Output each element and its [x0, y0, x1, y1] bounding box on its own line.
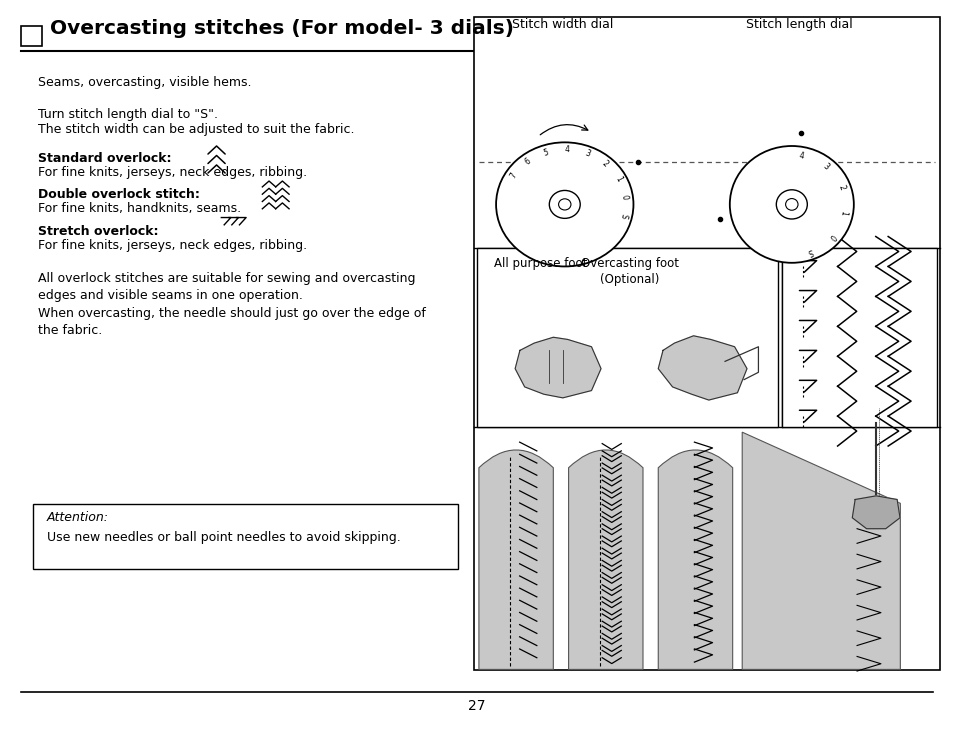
Ellipse shape	[496, 142, 633, 266]
Text: All purpose foot: All purpose foot	[494, 257, 587, 270]
Polygon shape	[741, 432, 900, 669]
Text: 3: 3	[821, 161, 830, 172]
Text: 5: 5	[542, 147, 549, 158]
Text: 6: 6	[522, 156, 532, 166]
Text: Standard overlock:: Standard overlock:	[38, 152, 176, 165]
Text: 0: 0	[826, 231, 837, 241]
Text: Stitch length dial: Stitch length dial	[745, 18, 852, 31]
PathPatch shape	[478, 450, 553, 669]
Bar	[21, 26, 42, 46]
Text: S: S	[618, 212, 628, 219]
Polygon shape	[851, 496, 899, 529]
Bar	[476, 248, 777, 427]
Text: 7: 7	[508, 171, 518, 180]
Text: Stretch overlock:: Stretch overlock:	[38, 225, 163, 238]
Ellipse shape	[729, 146, 853, 263]
Text: Overcasting foot
(Optional): Overcasting foot (Optional)	[580, 257, 678, 286]
Text: Stitch width dial: Stitch width dial	[512, 18, 613, 31]
Ellipse shape	[776, 190, 806, 219]
Text: 27: 27	[468, 699, 485, 712]
Text: Use new needles or ball point needles to avoid skipping.: Use new needles or ball point needles to…	[47, 531, 400, 545]
Text: Attention:: Attention:	[47, 511, 109, 524]
Text: 3: 3	[583, 149, 591, 159]
Text: Turn stitch length dial to "S".: Turn stitch length dial to "S".	[38, 108, 218, 121]
Text: The stitch width can be adjusted to suit the fabric.: The stitch width can be adjusted to suit…	[38, 123, 355, 136]
Text: Overcasting stitches (For model- 3 dials): Overcasting stitches (For model- 3 dials…	[50, 19, 513, 38]
Text: Double overlock stitch:: Double overlock stitch:	[38, 188, 204, 201]
Text: S: S	[805, 246, 813, 256]
Text: For fine knits, jerseys, neck edges, ribbing.: For fine knits, jerseys, neck edges, rib…	[38, 239, 307, 252]
PathPatch shape	[658, 450, 732, 669]
Text: 1: 1	[838, 210, 847, 216]
PathPatch shape	[568, 450, 642, 669]
Text: All overlock stitches are suitable for sewing and overcasting
edges and visible : All overlock stitches are suitable for s…	[38, 272, 426, 337]
Polygon shape	[658, 336, 746, 400]
Bar	[474, 17, 939, 670]
Text: 2: 2	[836, 184, 845, 191]
Bar	[33, 504, 457, 569]
Text: For fine knits, handknits, seams.: For fine knits, handknits, seams.	[38, 202, 241, 215]
Text: 2: 2	[599, 159, 609, 169]
Bar	[781, 248, 936, 427]
Text: 0: 0	[619, 193, 629, 200]
Ellipse shape	[558, 199, 570, 210]
Polygon shape	[515, 337, 600, 398]
Text: 4: 4	[797, 150, 803, 161]
Text: 4: 4	[563, 145, 569, 155]
Text: 1: 1	[613, 174, 622, 183]
Text: For fine knits, jerseys, neck edges, ribbing.: For fine knits, jerseys, neck edges, rib…	[38, 166, 307, 179]
Ellipse shape	[784, 199, 797, 210]
Text: Seams, overcasting, visible hems.: Seams, overcasting, visible hems.	[38, 76, 252, 89]
Ellipse shape	[549, 191, 579, 218]
